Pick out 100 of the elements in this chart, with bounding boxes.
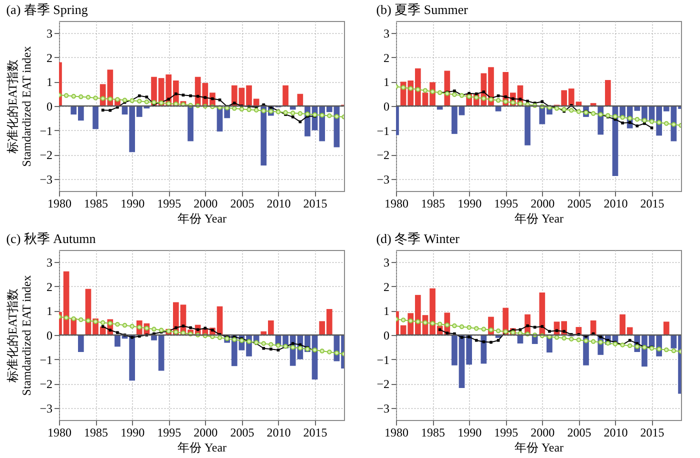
point	[122, 98, 128, 103]
point	[526, 324, 529, 328]
point	[115, 97, 120, 102]
y-tick-label: 3	[46, 26, 52, 41]
x-tick-label: 2015	[640, 426, 664, 440]
x-tick-label: 2005	[230, 196, 254, 210]
point	[510, 100, 516, 105]
point	[93, 96, 98, 100]
point	[100, 96, 106, 101]
y-tick-label: −1	[40, 124, 52, 138]
point	[93, 319, 98, 324]
point	[599, 336, 602, 338]
bar	[524, 106, 530, 146]
point	[606, 113, 610, 118]
bar	[282, 85, 288, 106]
y-tick-label: −1	[40, 352, 52, 367]
y-tick-label: 1	[46, 75, 52, 90]
y-tick-label: 1	[384, 304, 390, 318]
y-tick-label: −3	[376, 172, 390, 186]
x-tick-label: 2005	[567, 196, 592, 210]
point	[518, 328, 522, 332]
y-tick-label: 1	[384, 75, 390, 90]
point	[122, 322, 128, 328]
point	[562, 107, 566, 112]
point	[137, 98, 142, 104]
point	[320, 112, 324, 118]
point	[620, 115, 625, 120]
point	[64, 315, 69, 320]
x-tick-label: 1995	[157, 196, 182, 210]
x-tick-label: 1995	[494, 196, 518, 210]
point	[232, 102, 236, 104]
point	[452, 323, 457, 328]
y-tick-label: 3	[384, 26, 390, 41]
x-tick-label: 2015	[303, 426, 328, 440]
point	[261, 108, 266, 114]
x-tick-label: 2000	[530, 196, 555, 210]
point	[642, 118, 647, 123]
point	[540, 325, 544, 328]
point	[158, 328, 164, 333]
y-tick-label: 2	[384, 280, 390, 294]
point	[496, 98, 501, 103]
point	[108, 108, 112, 112]
point	[671, 122, 676, 127]
point	[481, 96, 486, 101]
point	[116, 331, 119, 334]
chart-title: (d) 冬季 Winter	[376, 231, 460, 246]
point	[503, 99, 508, 104]
point	[400, 318, 406, 322]
point	[261, 341, 266, 346]
point	[606, 340, 610, 346]
y-tick-label: 0	[46, 328, 52, 342]
x-tick-label: 2000	[194, 196, 218, 210]
point	[612, 342, 618, 346]
point	[656, 120, 662, 125]
point	[78, 317, 84, 322]
point	[490, 340, 492, 344]
point	[664, 347, 669, 352]
x-tick-label: 2000	[530, 426, 555, 440]
x-tick-label: 1990	[458, 426, 482, 440]
point	[430, 89, 435, 94]
point	[422, 88, 428, 93]
point	[276, 348, 280, 352]
point	[298, 346, 303, 350]
y-axis-title: 标准化的EAT指数 Stamdardized EAT index	[6, 275, 34, 396]
y-axis-title: 标准化的EAT指数 Stamdardized EAT index	[6, 46, 34, 167]
x-tick-label: 1980	[384, 426, 408, 440]
y-tick-label: −2	[376, 148, 390, 162]
chart-title: (a) 春季 Spring	[6, 2, 88, 17]
point	[232, 106, 237, 111]
x-tick-label: 2015	[303, 196, 328, 210]
y-tick-label: −3	[40, 401, 52, 416]
point	[327, 350, 332, 354]
point	[71, 316, 76, 322]
point	[298, 120, 302, 124]
bar	[297, 94, 304, 106]
point	[312, 112, 318, 118]
point	[650, 126, 654, 130]
point	[590, 339, 596, 344]
y-tick-label: 1	[46, 304, 52, 318]
point	[569, 108, 574, 113]
point	[481, 326, 486, 332]
point	[400, 85, 406, 90]
point	[196, 94, 200, 98]
y-tick-label: −1	[376, 124, 390, 138]
point	[408, 318, 413, 324]
point	[416, 319, 420, 324]
point	[562, 336, 566, 341]
point	[540, 100, 544, 104]
point	[636, 124, 639, 128]
point	[239, 106, 244, 112]
x-tick-label: 1980	[384, 196, 408, 210]
point	[584, 338, 588, 344]
point	[108, 96, 113, 102]
y-tick-label: 3	[46, 256, 52, 270]
x-tick-label: 1985	[84, 426, 108, 440]
point	[262, 346, 266, 350]
chart-title: (c) 秋季 Autumn	[6, 231, 96, 246]
point	[649, 119, 654, 124]
point	[656, 346, 662, 352]
x-tick-label: 1980	[48, 196, 72, 210]
